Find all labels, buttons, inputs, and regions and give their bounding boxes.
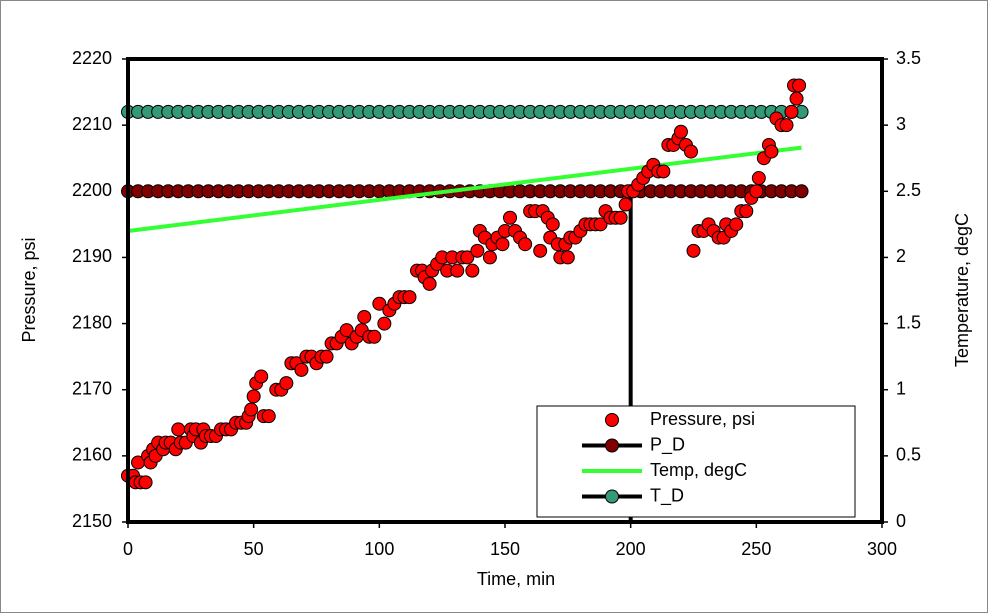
series-line <box>127 145 802 233</box>
y-tick-label: 2180 <box>72 312 112 332</box>
data-point <box>613 210 628 225</box>
data-point <box>138 475 153 490</box>
x-axis-label: Time, min <box>477 569 555 589</box>
x-tick-label: 150 <box>490 539 520 559</box>
y2-tick-label: 3.5 <box>896 48 921 68</box>
data-point <box>673 124 688 139</box>
data-point <box>377 316 392 331</box>
data-point <box>503 210 518 225</box>
data-point <box>683 144 698 159</box>
data-point <box>533 243 548 258</box>
data-point <box>482 250 497 265</box>
data-point <box>470 243 485 258</box>
y2-tick-label: 1 <box>896 378 906 398</box>
data-point <box>339 323 354 338</box>
data-point <box>294 362 309 377</box>
legend-label: P_D <box>650 434 685 455</box>
data-point <box>254 369 269 384</box>
data-point <box>545 217 560 232</box>
data-point <box>319 349 334 364</box>
data-point <box>656 164 671 179</box>
x-tick-label: 0 <box>123 539 133 559</box>
y-axis-label: Pressure, psi <box>19 237 39 342</box>
data-point <box>739 204 754 219</box>
data-point <box>246 389 261 404</box>
data-point <box>450 263 465 278</box>
data-point <box>372 296 387 311</box>
legend-marker <box>605 438 619 453</box>
y2-axis-label: Temperature, degC <box>952 213 972 367</box>
data-point <box>729 217 744 232</box>
y2-tick-label: 1.5 <box>896 312 921 332</box>
y-tick-label: 2170 <box>72 378 112 398</box>
x-tick-label: 200 <box>616 539 646 559</box>
x-tick-label: 300 <box>867 539 897 559</box>
data-point <box>465 263 480 278</box>
data-point <box>422 276 437 291</box>
y2-tick-label: 2 <box>896 246 906 266</box>
legend-label: Temp, degC <box>650 460 747 480</box>
data-point <box>789 91 804 106</box>
y2-tick-label: 0.5 <box>896 445 921 465</box>
legend-label: Pressure, psi <box>650 409 755 429</box>
data-point <box>171 422 186 437</box>
y-tick-label: 2190 <box>72 246 112 266</box>
data-point <box>784 104 799 119</box>
x-tick-label: 50 <box>244 539 264 559</box>
x-tick-label: 100 <box>364 539 394 559</box>
y-tick-label: 2200 <box>72 180 112 200</box>
data-point <box>794 184 809 199</box>
y2-tick-label: 0 <box>896 511 906 531</box>
y2-tick-label: 2.5 <box>896 180 921 200</box>
data-point <box>686 243 701 258</box>
data-point <box>751 171 766 186</box>
data-point <box>367 329 382 344</box>
data-point <box>560 250 575 265</box>
y-tick-label: 2220 <box>72 48 112 68</box>
x-tick-label: 250 <box>741 539 771 559</box>
data-point <box>593 217 608 232</box>
legend-label: T_D <box>650 485 684 506</box>
data-point <box>460 250 475 265</box>
y-tick-label: 2160 <box>72 445 112 465</box>
y-tick-label: 2150 <box>72 511 112 531</box>
data-point <box>244 402 259 417</box>
legend-marker <box>605 489 619 504</box>
data-point <box>764 144 779 159</box>
data-point <box>749 184 764 199</box>
data-point <box>779 118 794 133</box>
data-point <box>261 409 276 424</box>
data-point <box>495 237 510 252</box>
data-point <box>618 197 633 212</box>
data-point <box>792 78 807 93</box>
data-point <box>402 290 417 305</box>
legend-marker <box>605 413 619 427</box>
plot-frame <box>126 57 884 524</box>
data-point <box>279 376 294 391</box>
data-point <box>518 237 533 252</box>
data-point <box>357 309 372 324</box>
y-tick-label: 2210 <box>72 114 112 134</box>
y2-tick-label: 3 <box>896 114 906 134</box>
